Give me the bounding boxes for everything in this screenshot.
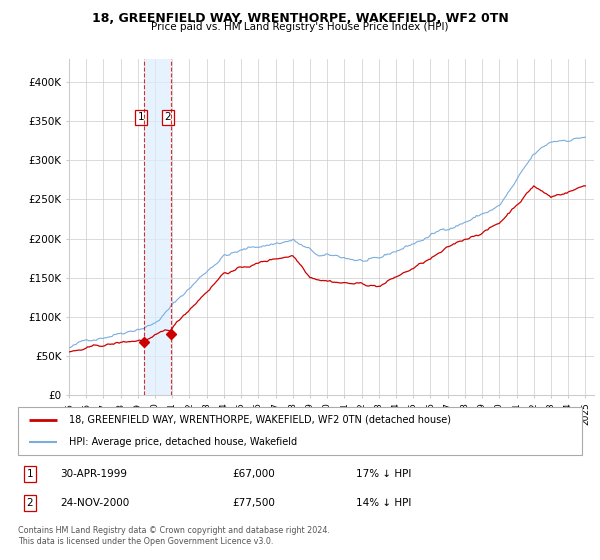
Text: 1: 1 xyxy=(137,113,144,123)
Bar xyxy=(143,59,170,395)
Text: 17% ↓ HPI: 17% ↓ HPI xyxy=(356,469,412,479)
Text: 2: 2 xyxy=(26,498,33,508)
Text: 18, GREENFIELD WAY, WRENTHORPE, WAKEFIELD, WF2 0TN (detached house): 18, GREENFIELD WAY, WRENTHORPE, WAKEFIEL… xyxy=(69,415,451,425)
Text: 18, GREENFIELD WAY, WRENTHORPE, WAKEFIELD, WF2 0TN: 18, GREENFIELD WAY, WRENTHORPE, WAKEFIEL… xyxy=(92,12,508,25)
Text: 1: 1 xyxy=(26,469,33,479)
Text: 30-APR-1999: 30-APR-1999 xyxy=(60,469,127,479)
FancyBboxPatch shape xyxy=(18,407,582,455)
Text: HPI: Average price, detached house, Wakefield: HPI: Average price, detached house, Wake… xyxy=(69,437,297,447)
Text: £77,500: £77,500 xyxy=(232,498,275,508)
Text: Contains HM Land Registry data © Crown copyright and database right 2024.
This d: Contains HM Land Registry data © Crown c… xyxy=(18,526,330,546)
Text: Price paid vs. HM Land Registry's House Price Index (HPI): Price paid vs. HM Land Registry's House … xyxy=(151,22,449,32)
Text: 24-NOV-2000: 24-NOV-2000 xyxy=(60,498,130,508)
Text: £67,000: £67,000 xyxy=(232,469,275,479)
Text: 14% ↓ HPI: 14% ↓ HPI xyxy=(356,498,412,508)
Text: 2: 2 xyxy=(164,113,171,123)
